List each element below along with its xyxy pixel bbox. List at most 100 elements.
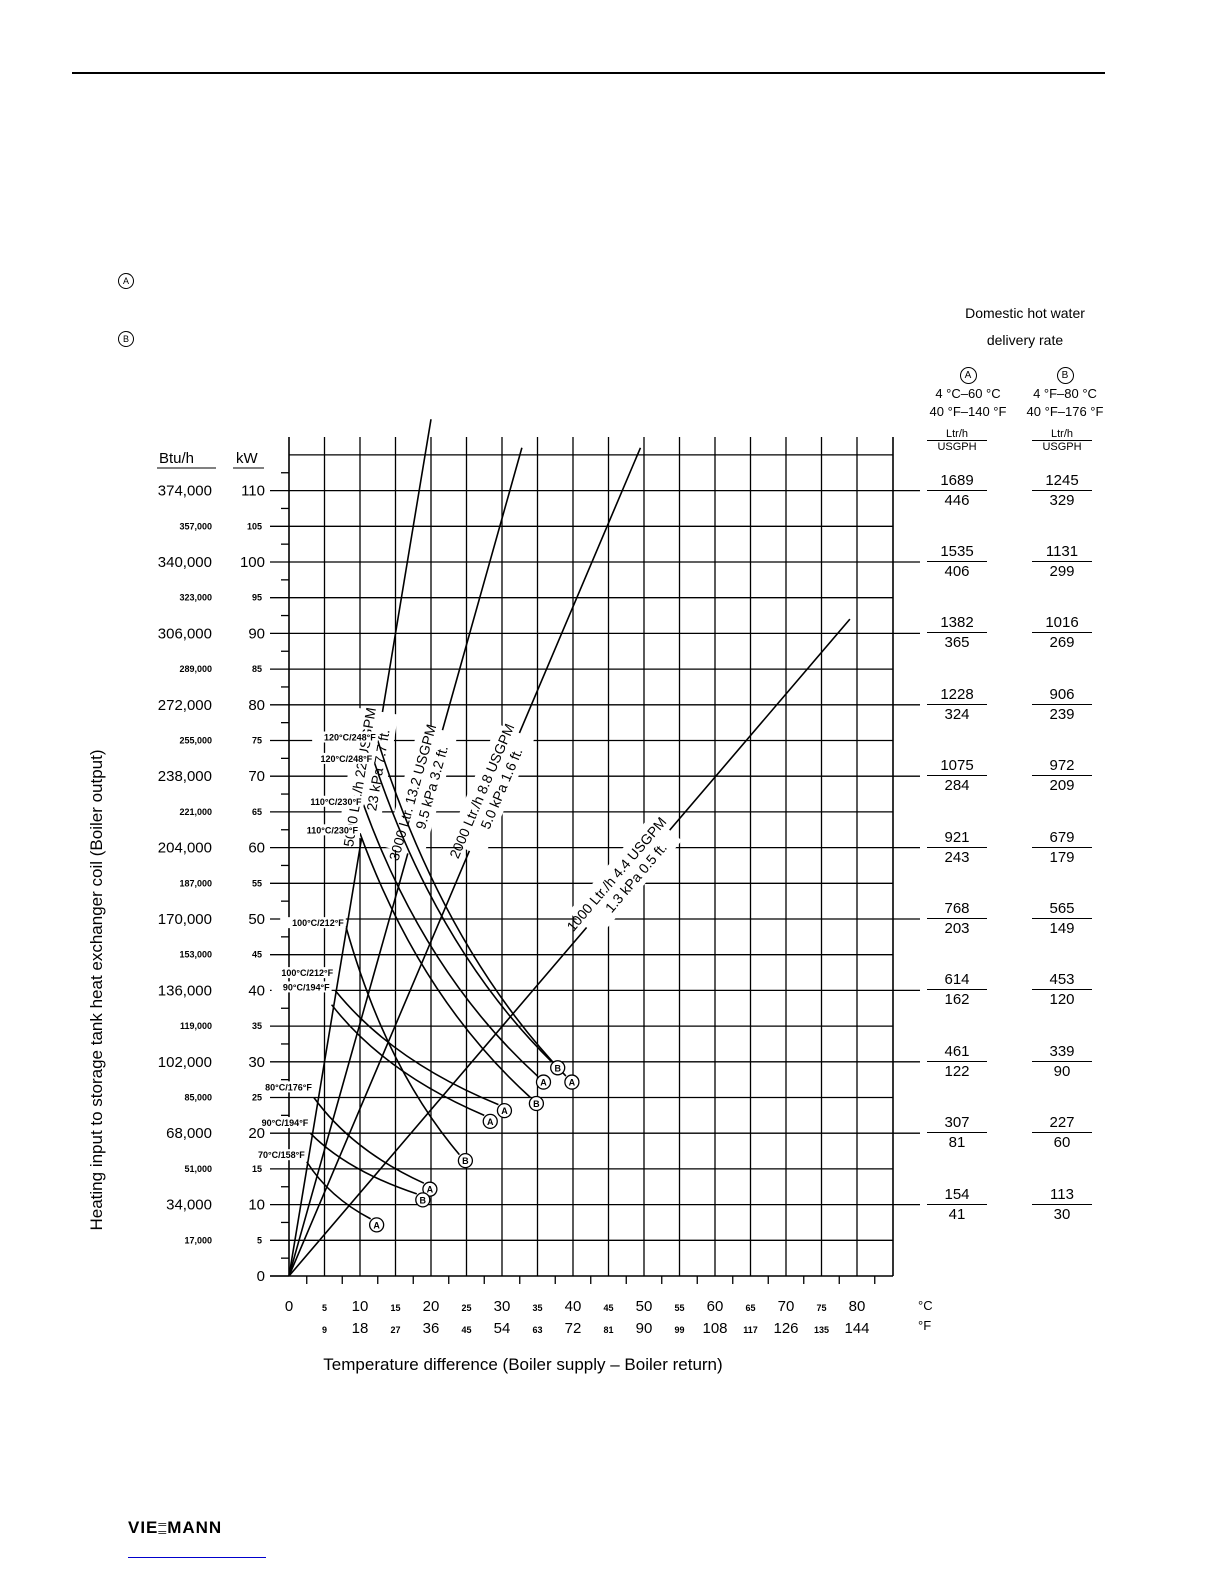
- dhw-rate-a-70kw: 1075 284: [927, 757, 987, 794]
- dhw-col-b-marker: B: [1015, 365, 1115, 384]
- dhw-rate-ltr-h: 113: [1032, 1186, 1092, 1205]
- x-label-c-75: 75: [816, 1303, 826, 1313]
- dhw-rate-ltr-h: 453: [1032, 971, 1092, 991]
- y-label-kw-95: 95: [252, 593, 262, 603]
- y-label-kw-60: 60: [248, 840, 265, 857]
- x-label-c-40: 40: [565, 1298, 582, 1315]
- dhw-col-b-unit: Ltr/h USGPH: [1032, 428, 1092, 453]
- dhw-rate-usgph: 324: [944, 705, 970, 723]
- y-label-kw-105: 105: [247, 521, 262, 531]
- dhw-rate-ltr-h: 679: [1032, 829, 1092, 848]
- curve-6: [334, 989, 499, 1106]
- x-label-f-135: 135: [814, 1325, 829, 1335]
- dhw-rate-usgph: 122: [944, 1062, 970, 1080]
- curve-label-7: 90°C/194°F: [283, 982, 330, 992]
- x-label-c-60: 60: [707, 1298, 724, 1315]
- chart-svg: 110374,000105357,000100340,00095323,0009…: [87, 419, 933, 1374]
- dhw-rate-usgph: 406: [944, 563, 970, 580]
- curve-marker-text-4: B: [533, 1099, 540, 1109]
- y-label-btu-80: 272,000: [158, 697, 212, 714]
- y-label-kw-75: 75: [252, 736, 262, 746]
- x-label-c-30: 30: [494, 1298, 511, 1315]
- flow-line-2: [288, 447, 523, 1277]
- curve-3: [362, 804, 539, 1077]
- dhw-rate-usgph: 209: [1049, 777, 1075, 795]
- x-label-f-108: 108: [702, 1320, 727, 1337]
- curve-8: [313, 1097, 425, 1184]
- y-label-btu-65: 221,000: [179, 807, 212, 817]
- dhw-rate-usgph: 243: [944, 848, 970, 866]
- dhw-rate-usgph: 81: [948, 1134, 966, 1152]
- dhw-rate-ltr-h: 1075: [927, 757, 987, 777]
- y-label-kw-85: 85: [252, 664, 262, 674]
- x-label-c-0: 0: [285, 1298, 293, 1315]
- curve-label-10: 70°C/158°F: [258, 1150, 305, 1160]
- x-label-c-25: 25: [461, 1303, 471, 1313]
- dhw-rate-usgph: 365: [944, 634, 970, 652]
- curve-9: [309, 1132, 418, 1195]
- dhw-rate-usgph: 446: [944, 491, 970, 509]
- dhw-rate-a-40kw: 614 162: [927, 971, 987, 1008]
- y-label-btu-20: 68,000: [166, 1125, 212, 1142]
- curve-label-bg: [250, 1117, 311, 1129]
- x-label-f-36: 36: [423, 1320, 440, 1337]
- curve-label-bg: [294, 824, 360, 836]
- curve-10: [306, 1161, 372, 1220]
- x-label-f-9: 9: [322, 1325, 327, 1335]
- y-label-kw-70: 70: [248, 768, 265, 785]
- curve-label-bg: [253, 1081, 314, 1093]
- curve-marker-text-5: B: [462, 1156, 469, 1166]
- x-label-f-99: 99: [674, 1325, 684, 1335]
- y-axis-title: Heating input to storage tank heat excha…: [87, 749, 106, 1230]
- dhw-rate-usgph: 239: [1049, 705, 1075, 723]
- x-label-c-10: 10: [352, 1298, 369, 1315]
- dhw-rate-b-50kw: 565 149: [1032, 900, 1092, 937]
- dhw-col-a-unit: Ltr/h USGPH: [927, 428, 987, 453]
- dhw-rate-ltr-h: 1228: [927, 686, 987, 705]
- dhw-rate-b-80kw: 906 239: [1032, 686, 1092, 723]
- flow-line-label-bg: [568, 814, 682, 938]
- y-label-kw-40: 40: [248, 982, 265, 999]
- curve-marker-a: [496, 1102, 513, 1119]
- x-label-c-5: 5: [322, 1303, 327, 1313]
- flow-line-1: [288, 419, 432, 1277]
- flow-line-4: [288, 618, 851, 1277]
- x-label-f-117: 117: [743, 1325, 758, 1335]
- x-label-c-20: 20: [423, 1298, 440, 1315]
- dhw-title-line1: Domestic hot water: [965, 305, 1085, 321]
- curve-marker-text-7: A: [487, 1117, 494, 1127]
- y-label-kw-55: 55: [252, 878, 262, 888]
- dhw-rate-ltr-h: 1535: [927, 543, 987, 562]
- dhw-col-a-range-c: 4 °C–60 °C: [935, 386, 1001, 401]
- curve-label-9: 90°C/194°F: [262, 1118, 309, 1128]
- dhw-rate-b-70kw: 972 209: [1032, 757, 1092, 794]
- y-label-btu-40: 136,000: [158, 982, 212, 999]
- dhw-rate-usgph: 329: [1049, 491, 1075, 509]
- x-axis-title: Temperature difference (Boiler supply – …: [323, 1355, 722, 1374]
- y-label-btu-85: 289,000: [179, 664, 212, 674]
- dhw-rate-ltr-h: 461: [927, 1043, 987, 1062]
- curve-1: [376, 740, 567, 1077]
- dhw-rate-a-100kw: 1535 406: [927, 543, 987, 580]
- dhw-rate-a-60kw: 921 243: [927, 829, 987, 866]
- dhw-col-b-range-f: 40 °F–176 °F: [1026, 404, 1104, 419]
- y-label-kw-80: 80: [248, 697, 265, 714]
- x-label-f-90: 90: [636, 1320, 653, 1337]
- y-unit-right: kW: [236, 450, 259, 467]
- y-label-kw-100: 100: [240, 554, 265, 571]
- dhw-rate-ltr-h: 1245: [1032, 472, 1092, 491]
- y-label-kw-20: 20: [248, 1125, 265, 1142]
- dhw-rate-usgph: 30: [1053, 1205, 1071, 1223]
- curve-label-2: 120°C/248°F: [320, 754, 372, 764]
- curve-label-1: 120°C/248°F: [324, 733, 376, 743]
- curve-marker-b: [457, 1152, 474, 1169]
- y-label-btu-110: 374,000: [158, 483, 212, 500]
- dhw-rate-ltr-h: 768: [927, 900, 987, 919]
- bottom-link-underline: [128, 1557, 266, 1558]
- dhw-rate-usgph: 269: [1049, 634, 1075, 652]
- curve-label-4: 110°C/230°F: [307, 825, 359, 835]
- dhw-rate-ltr-h: 906: [1032, 686, 1092, 705]
- x-label-c-45: 45: [603, 1303, 613, 1313]
- dhw-rate-b-30kw: 339 90: [1032, 1043, 1092, 1080]
